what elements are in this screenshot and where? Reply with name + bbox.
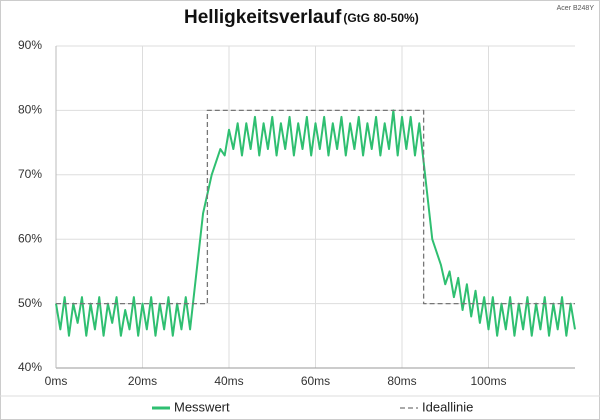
chart-title: Helligkeitsverlauf (184, 7, 342, 28)
x-tick-label: 100ms (470, 374, 506, 388)
y-tick-label: 90% (18, 38, 42, 52)
y-tick-label: 80% (18, 103, 42, 117)
corner-label: Acer B248Y (557, 5, 595, 12)
chart-subtitle: (GtG 80-50%) (343, 11, 418, 25)
data-line (55, 109, 576, 337)
data-line (56, 109, 575, 305)
x-tick-label: 60ms (301, 374, 330, 388)
y-tick-label: 60% (18, 231, 42, 245)
legend-label: Messwert (174, 399, 230, 414)
y-tick-label: 40% (18, 360, 42, 374)
y-tick-label: 50% (18, 296, 42, 310)
x-tick-label: 80ms (387, 374, 416, 388)
x-tick-label: 40ms (214, 374, 243, 388)
legend-label: Ideallinie (422, 399, 473, 414)
x-tick-label: 0ms (45, 374, 68, 388)
y-tick-label: 70% (18, 167, 42, 181)
x-tick-label: 20ms (128, 374, 157, 388)
